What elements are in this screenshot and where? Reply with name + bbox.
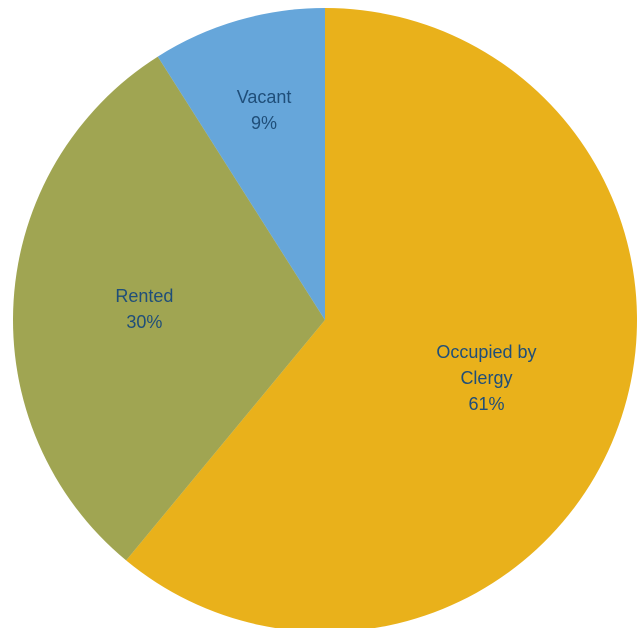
value-label: 9% bbox=[251, 113, 278, 134]
slice-label: Vacant 9% bbox=[189, 84, 339, 136]
slice-label: Rented 30% bbox=[69, 283, 219, 335]
category-label: Vacant bbox=[236, 87, 292, 108]
pie-slice bbox=[126, 8, 637, 628]
value-label: 61% bbox=[468, 394, 505, 415]
value-label: 30% bbox=[126, 311, 163, 332]
pie-slice bbox=[12, 56, 325, 561]
slice-label: Occupied by Clergy 61% bbox=[411, 339, 561, 417]
pie-slice bbox=[157, 8, 325, 320]
category-label: Occupied by Clergy bbox=[436, 342, 537, 389]
category-label: Rented bbox=[115, 285, 174, 306]
